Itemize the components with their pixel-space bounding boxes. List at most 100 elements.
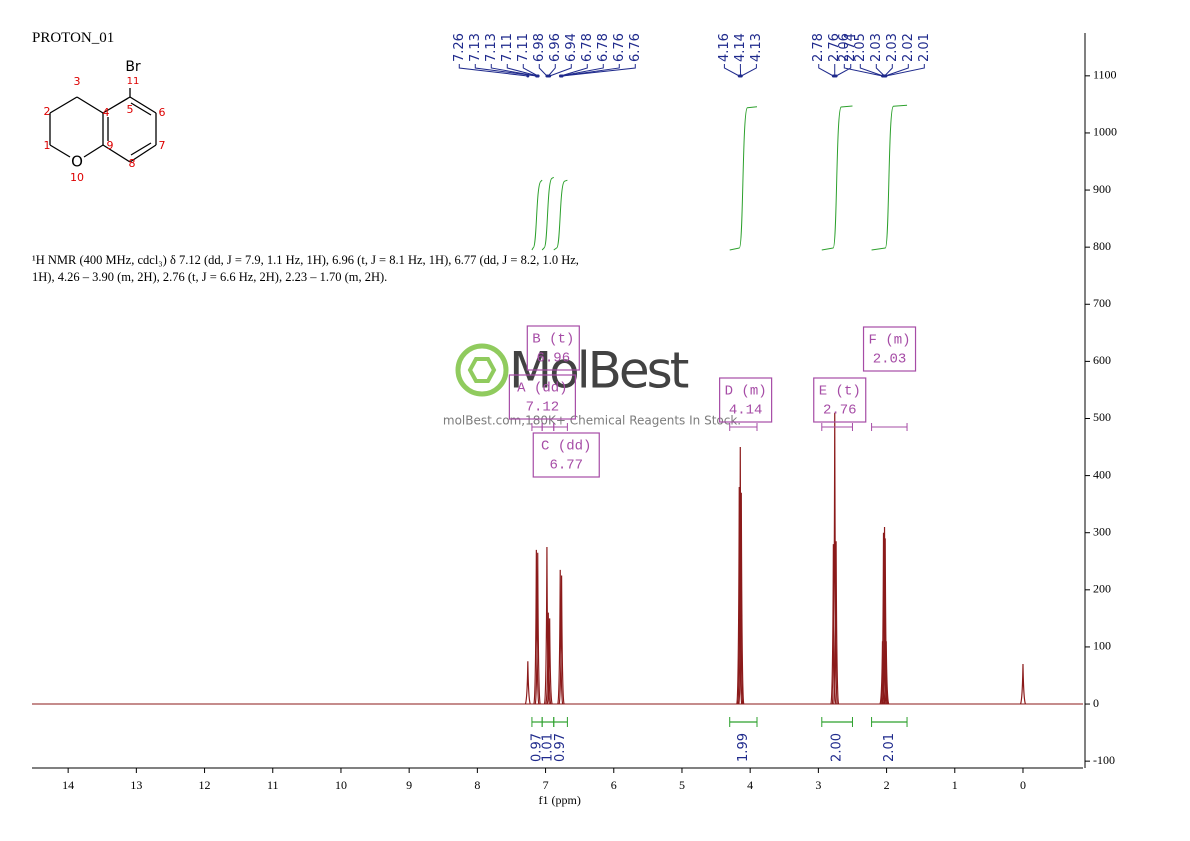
integral-curve bbox=[553, 179, 568, 251]
multiplet-shift: 7.12 bbox=[526, 400, 560, 416]
peak-label-dot bbox=[536, 74, 540, 78]
peak-label: 2.03 bbox=[885, 33, 900, 62]
multiplet-shift: 2.76 bbox=[823, 403, 857, 419]
peak bbox=[833, 541, 840, 705]
peak-label-connector bbox=[875, 64, 885, 77]
x-tick-label: 9 bbox=[406, 778, 412, 792]
x-tick-label: 8 bbox=[474, 778, 480, 792]
peak-label: 4.14 bbox=[733, 33, 748, 62]
y-tick-label: 800 bbox=[1093, 239, 1111, 253]
peak-label-connector bbox=[522, 64, 539, 77]
integral-curve bbox=[871, 104, 908, 251]
peak bbox=[546, 618, 553, 705]
peak-label-connector bbox=[560, 64, 588, 77]
peak-label-connector bbox=[818, 64, 834, 77]
peak-label-dot bbox=[739, 74, 743, 78]
peak-label: 6.78 bbox=[580, 33, 595, 62]
multiplet-name: F (m) bbox=[869, 333, 911, 349]
x-tick-label: 0 bbox=[1020, 778, 1026, 792]
peak-label: 6.78 bbox=[596, 33, 611, 62]
x-tick-label: 4 bbox=[747, 778, 753, 792]
peak-label: 4.13 bbox=[749, 33, 764, 62]
multiplet-name: D (m) bbox=[725, 384, 767, 400]
integral-label: 0.97 bbox=[553, 733, 568, 762]
peak bbox=[534, 552, 541, 705]
peak-label-dot bbox=[560, 74, 564, 78]
integral-label: 2.01 bbox=[882, 733, 897, 762]
peak bbox=[557, 569, 564, 705]
x-tick-label: 10 bbox=[335, 778, 347, 792]
multiplet-box bbox=[532, 432, 600, 478]
peak bbox=[883, 641, 890, 705]
y-tick-label: 1100 bbox=[1093, 68, 1117, 82]
x-tick-label: 12 bbox=[199, 778, 211, 792]
peak-label-connector bbox=[549, 64, 572, 77]
x-tick-label: 3 bbox=[815, 778, 821, 792]
watermark-logo bbox=[455, 343, 509, 397]
integral-label: 1.99 bbox=[736, 733, 751, 762]
x-tick-label: 7 bbox=[543, 778, 549, 792]
peak bbox=[736, 487, 743, 705]
peak-label-dot bbox=[884, 74, 888, 78]
atom-label: 4 bbox=[103, 106, 110, 119]
x-axis-label: f1 (ppm) bbox=[539, 793, 581, 807]
peak-label: 7.11 bbox=[516, 33, 531, 62]
peak bbox=[533, 549, 540, 705]
y-tick-label: 1000 bbox=[1093, 125, 1117, 139]
x-tick-label: 13 bbox=[130, 778, 142, 792]
integral-curve bbox=[821, 105, 853, 251]
multiplet-shift: 6.96 bbox=[536, 351, 570, 367]
multiplet-box bbox=[526, 325, 580, 371]
x-tick-label: 14 bbox=[62, 778, 74, 792]
peak-label: 6.76 bbox=[612, 33, 627, 62]
peak-label-connector bbox=[835, 64, 852, 77]
multiplet-shift: 4.14 bbox=[729, 403, 763, 419]
peak-label: 2.76 bbox=[827, 33, 842, 62]
atom-label: 3 bbox=[74, 75, 81, 88]
peak bbox=[524, 661, 531, 705]
x-tick-label: 6 bbox=[611, 778, 617, 792]
peak-label-connector bbox=[560, 64, 604, 77]
y-tick-label: 600 bbox=[1093, 353, 1111, 367]
peak-label-connector bbox=[843, 64, 883, 77]
atom-label: 2 bbox=[44, 105, 51, 118]
peak-label-connector bbox=[561, 64, 620, 77]
atom-label: 8 bbox=[129, 157, 136, 170]
atom-label: 9 bbox=[107, 139, 114, 152]
multiplet-name: E (t) bbox=[819, 384, 861, 400]
peak-label: 4.16 bbox=[717, 33, 732, 62]
atom-label: 6 bbox=[159, 106, 166, 119]
peak-label: 2.06 bbox=[837, 33, 852, 62]
peak-label: 2.74 bbox=[843, 33, 858, 62]
nmr-description: ¹H NMR (400 MHz, cdcl₃) δ 7.12 (dd, J = … bbox=[32, 253, 579, 284]
peak bbox=[831, 412, 838, 705]
x-tick-label: 2 bbox=[884, 778, 890, 792]
peak bbox=[545, 612, 552, 705]
atom-label: 10 bbox=[70, 171, 84, 184]
multiplet-shift: 6.77 bbox=[549, 458, 583, 474]
peak-label-connector bbox=[547, 64, 556, 77]
watermark-logo bbox=[467, 357, 497, 383]
peak-label: 7.26 bbox=[452, 33, 467, 62]
peak-label-connector bbox=[458, 64, 528, 77]
peak-label: 6.94 bbox=[564, 33, 579, 62]
integral-label: 0.97 bbox=[530, 733, 545, 762]
atom-label: 11 bbox=[127, 76, 140, 87]
peak-label: 2.03 bbox=[869, 33, 884, 62]
integral-curve bbox=[729, 106, 758, 251]
y-tick-label: 0 bbox=[1093, 696, 1099, 710]
multiplet-box bbox=[862, 326, 917, 372]
y-tick-label: 400 bbox=[1093, 467, 1111, 481]
peak-label-connector bbox=[474, 64, 537, 77]
peak-label: 7.11 bbox=[500, 33, 515, 62]
multiplet-box bbox=[719, 377, 773, 423]
watermark-tagline: molBest.com,180K+ Chemical Reagents In S… bbox=[443, 414, 741, 428]
peak-label-connector bbox=[723, 64, 740, 77]
y-tick-label: 200 bbox=[1093, 582, 1111, 596]
peak-label: 2.05 bbox=[853, 33, 868, 62]
peak bbox=[1019, 664, 1027, 705]
multiplet-shift: 2.03 bbox=[873, 352, 907, 368]
molecule-bonds bbox=[49, 88, 157, 163]
integral-curve bbox=[541, 176, 554, 251]
